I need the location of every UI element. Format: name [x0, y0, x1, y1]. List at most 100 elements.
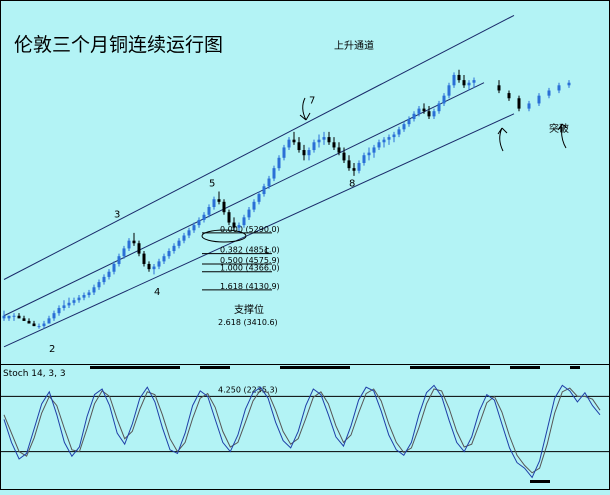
candle-body-63 [318, 140, 321, 143]
overbought-bar-1 [200, 366, 230, 369]
candle-body-64 [323, 137, 326, 140]
candle-body-73 [368, 153, 371, 156]
forecast-body-4 [538, 96, 541, 104]
candle-body-14 [73, 300, 76, 303]
candle-body-83 [418, 109, 421, 114]
candle-body-35 [178, 241, 181, 246]
candle-body-2 [13, 316, 16, 317]
candle-body-44 [223, 202, 226, 212]
annotation-5: 4 [154, 287, 160, 298]
candle-body-11 [58, 308, 61, 313]
annotation-4: 3 [114, 209, 120, 220]
candle-body-47 [238, 225, 241, 228]
candle-body-50 [253, 202, 256, 210]
annotation-1: 7 [309, 95, 315, 106]
candle-body-17 [88, 292, 91, 295]
candle-body-79 [398, 129, 401, 134]
candle-body-10 [53, 313, 56, 318]
candle-body-93 [468, 83, 471, 86]
fib-label-5: 2.618 (3410.6) [218, 318, 278, 327]
candle-body-74 [373, 147, 376, 152]
candle-body-51 [258, 194, 261, 202]
candle-body-25 [128, 241, 131, 249]
chart-title: 伦敦三个月铜连续运行图 [14, 34, 223, 56]
candle-body-88 [443, 96, 446, 104]
candle-body-16 [83, 295, 86, 298]
annotation-0: 上升通道 [334, 39, 374, 52]
fib-label-0: 0.000 (5290.0) [220, 225, 280, 234]
candle-body-13 [68, 303, 71, 306]
candle-body-85 [428, 111, 431, 116]
candle-body-91 [458, 75, 461, 80]
candle-body-39 [198, 220, 201, 225]
candle-body-72 [363, 155, 366, 163]
forecast-body-1 [508, 93, 511, 98]
candle-body-55 [278, 158, 281, 168]
candle-body-28 [143, 254, 146, 264]
fib-label-1: 0.382 (4851.0) [220, 246, 280, 255]
candle-body-58 [293, 140, 296, 143]
candle-body-75 [378, 142, 381, 147]
candle-body-48 [243, 217, 246, 225]
candle-body-45 [228, 212, 231, 222]
candle-body-61 [308, 150, 311, 155]
candle-body-60 [303, 150, 306, 155]
forecast-body-6 [558, 85, 561, 90]
candle-body-0 [3, 316, 6, 319]
candle-body-43 [218, 199, 221, 202]
candle-body-71 [358, 163, 361, 171]
overbought-bar-6 [570, 366, 580, 369]
oversold-bar-0 [530, 480, 550, 483]
candle-body-19 [98, 282, 101, 287]
candle-body-57 [288, 140, 291, 148]
candle-body-38 [193, 225, 196, 230]
candle-body-70 [353, 168, 356, 171]
stoch-label: Stoch 14, 3, 3 [3, 369, 66, 379]
candle-body-22 [113, 264, 116, 272]
candle-body-3 [18, 316, 21, 319]
candle-body-29 [148, 264, 151, 269]
annotation-7: c [264, 246, 270, 257]
candle-body-86 [433, 111, 436, 116]
candle-body-20 [103, 277, 106, 282]
candle-body-54 [273, 168, 276, 178]
candle-body-5 [28, 321, 31, 324]
forecast-body-7 [568, 83, 571, 86]
candle-body-68 [343, 153, 346, 161]
candle-body-77 [388, 137, 391, 140]
candle-body-52 [263, 186, 266, 194]
candle-body-18 [93, 287, 96, 292]
forecast-body-3 [528, 103, 531, 108]
fib-label-3: 1.000 (4366.0) [220, 264, 280, 273]
overbought-bar-2 [280, 366, 350, 369]
candle-body-80 [403, 124, 406, 129]
candle-body-69 [348, 160, 351, 168]
overbought-bar-4 [440, 366, 490, 369]
candle-body-90 [453, 75, 456, 85]
fib-label-4: 1.618 (4130.9) [220, 282, 280, 291]
candle-body-12 [63, 305, 66, 308]
candle-body-67 [338, 147, 341, 152]
candle-body-27 [138, 243, 141, 253]
candle-body-59 [298, 142, 301, 150]
candle-body-78 [393, 135, 396, 138]
candle-body-94 [473, 80, 476, 83]
candle-body-37 [188, 230, 191, 235]
candle-body-33 [168, 251, 171, 256]
candle-body-34 [173, 246, 176, 251]
candle-body-49 [248, 210, 251, 218]
candle-body-6 [33, 324, 36, 327]
candle-body-1 [8, 316, 11, 319]
candle-body-4 [23, 318, 26, 321]
annotation-3: 5 [209, 178, 215, 189]
candle-body-46 [233, 223, 236, 228]
candle-body-26 [133, 241, 136, 244]
forecast-body-5 [548, 90, 551, 95]
annotation-2: 8 [349, 178, 355, 189]
candle-body-76 [383, 140, 386, 143]
candle-body-24 [123, 248, 126, 256]
candle-body-41 [208, 207, 211, 215]
